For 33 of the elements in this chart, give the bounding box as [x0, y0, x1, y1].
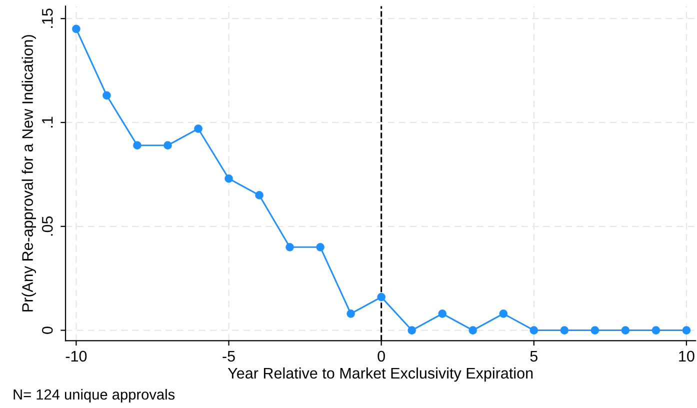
- point: [408, 326, 416, 334]
- y-tick-label: 0: [42, 326, 53, 334]
- text: N= 124 unique approvals: [14, 388, 175, 403]
- x-tick-label: 0: [378, 350, 385, 362]
- x-tick-label: -10: [66, 350, 87, 362]
- point: [316, 243, 324, 252]
- x-axis-title: Year Relative to Market Exclusivity Expiration: [228, 367, 533, 382]
- x-tick-label: 10: [679, 350, 694, 362]
- point: [682, 326, 691, 334]
- point: [621, 326, 630, 334]
- point: [346, 310, 355, 318]
- point: [438, 310, 447, 318]
- point: [72, 24, 80, 34]
- point: [255, 191, 264, 200]
- x-tick-label: 5: [530, 350, 538, 362]
- point: [164, 141, 172, 150]
- point: [194, 124, 202, 133]
- point: [286, 243, 294, 252]
- y-tick-label: .15: [42, 8, 53, 28]
- point: [590, 326, 600, 334]
- point: [652, 326, 660, 334]
- x-tick-label: -5: [222, 350, 235, 362]
- point: [468, 326, 478, 334]
- point: [102, 91, 111, 100]
- y-axis-title: Pr(Any Re-approval for a New Indication): [22, 35, 36, 312]
- point: [530, 326, 538, 334]
- point: [224, 174, 233, 183]
- point: [560, 326, 569, 334]
- y-tick-label: .1: [42, 116, 53, 128]
- y-tick-label: .05: [42, 216, 53, 236]
- point: [499, 310, 508, 318]
- point: [133, 141, 142, 150]
- point: [377, 292, 386, 302]
